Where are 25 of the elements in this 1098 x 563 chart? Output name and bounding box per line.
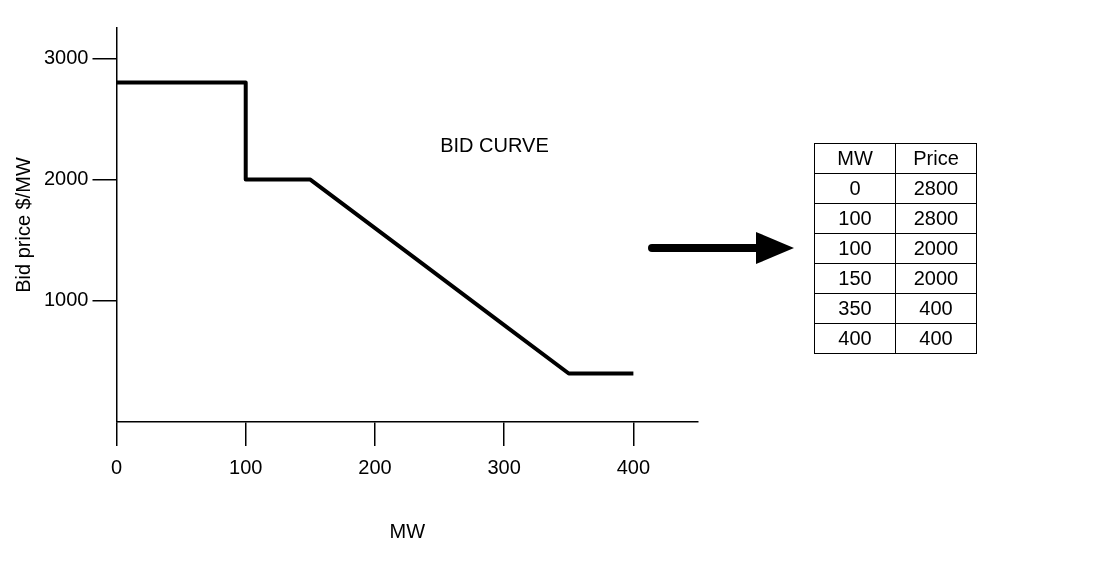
x-tick-label: 200	[358, 455, 392, 478]
text: 2800	[895, 203, 977, 233]
y-tick-label: 1000	[43, 288, 89, 311]
text: 100	[814, 233, 896, 263]
x-tick-label: 0	[110, 455, 123, 478]
text: 350	[814, 293, 896, 323]
x-tick-label: 100	[229, 455, 263, 478]
x-tick-label: 300	[487, 455, 521, 478]
text: 400	[895, 323, 977, 353]
x-axis-title: MW	[389, 519, 426, 542]
y-tick-label: 3000	[43, 45, 89, 68]
text: Price	[895, 143, 977, 173]
text: 0	[814, 173, 896, 203]
y-tick-label: 2000	[43, 167, 89, 190]
annotation: BID CURVE	[440, 133, 549, 156]
text: 400	[895, 293, 977, 323]
x-tick-label: 400	[616, 455, 651, 478]
text: 2800	[895, 173, 977, 203]
text: MW	[814, 143, 896, 173]
text: 400	[814, 323, 896, 353]
text: 2000	[895, 263, 977, 293]
text: 2000	[895, 233, 977, 263]
text: 100	[814, 203, 896, 233]
y-axis-title: Bid price $/MW	[11, 157, 34, 293]
text: 150	[814, 263, 896, 293]
